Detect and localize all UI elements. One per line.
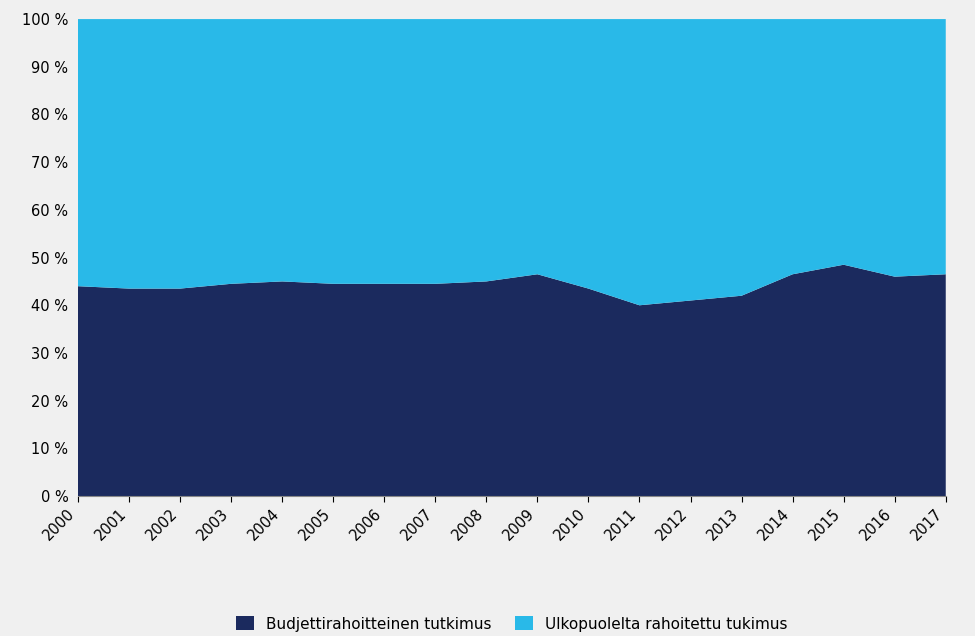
Legend: Budjettirahoitteinen tutkimus, Ulkopuolelta rahoitettu tukimus: Budjettirahoitteinen tutkimus, Ulkopuole… [236,616,788,632]
